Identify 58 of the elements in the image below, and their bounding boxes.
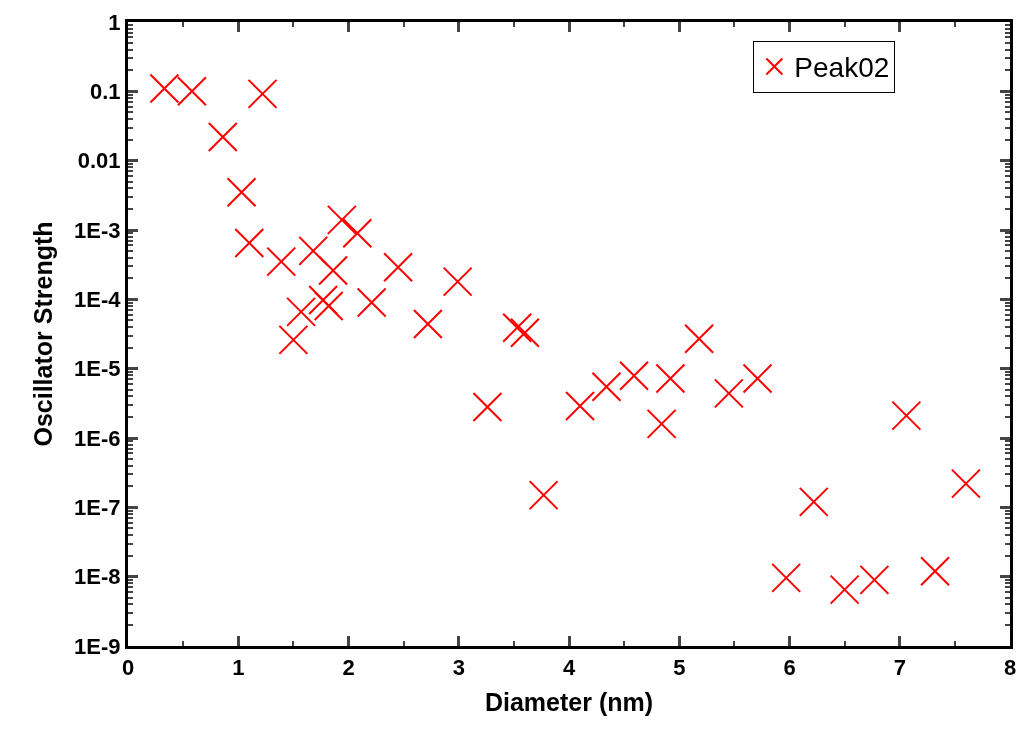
point — [247, 78, 278, 109]
y-tick-label: 1E-6 — [74, 425, 121, 451]
point — [646, 408, 677, 439]
y-tick-label: 1E-7 — [74, 495, 121, 521]
point — [655, 363, 686, 394]
point — [950, 468, 981, 499]
y-tick-label: 1E-9 — [74, 633, 121, 659]
point — [318, 255, 349, 286]
x-tick-label: 5 — [673, 655, 686, 681]
y-tick-label: 0.1 — [90, 79, 121, 105]
point — [798, 486, 829, 517]
point — [278, 324, 309, 355]
point — [234, 227, 265, 258]
x-tick-label: 2 — [342, 655, 355, 681]
x-tick-label: 7 — [893, 655, 906, 681]
y-tick-label: 1E-4 — [74, 287, 122, 313]
point — [383, 252, 414, 283]
point — [226, 177, 257, 208]
point — [326, 204, 357, 235]
point — [502, 312, 533, 343]
point — [829, 574, 860, 605]
point — [472, 392, 503, 422]
point — [298, 235, 329, 266]
point — [308, 284, 339, 315]
point — [342, 218, 373, 249]
point — [920, 556, 951, 587]
point — [859, 564, 890, 595]
point — [713, 378, 744, 409]
point — [313, 291, 344, 322]
y-tick-label: 0.01 — [77, 148, 121, 174]
point — [356, 287, 387, 318]
x-tick-label: 1 — [232, 655, 245, 681]
x-tick-label: 0 — [121, 655, 135, 681]
y-tick-label: 1E-5 — [74, 356, 121, 382]
point — [619, 360, 650, 391]
x-tick-label: 8 — [1003, 655, 1017, 681]
y-tick-label: 1E-3 — [74, 217, 121, 243]
point — [509, 317, 540, 348]
y-tick-label: 1 — [108, 9, 121, 35]
point — [684, 323, 715, 354]
y-axis-title: Oscillator Strength — [28, 221, 57, 447]
point — [442, 266, 473, 297]
point — [207, 121, 238, 152]
x-tick-label: 6 — [783, 655, 796, 681]
point — [412, 309, 443, 340]
point — [591, 371, 622, 402]
point — [742, 363, 773, 394]
x-tick-label: 4 — [562, 655, 576, 681]
x-axis-title: Diameter (nm) — [484, 688, 654, 717]
point — [565, 390, 596, 421]
point — [891, 400, 922, 431]
point — [771, 562, 802, 593]
x-tick-label: 3 — [452, 655, 465, 681]
point — [266, 246, 297, 277]
legend-label: Peak02 — [794, 52, 890, 84]
y-tick-label: 1E-8 — [74, 564, 121, 590]
point — [286, 296, 317, 327]
point — [528, 480, 559, 511]
